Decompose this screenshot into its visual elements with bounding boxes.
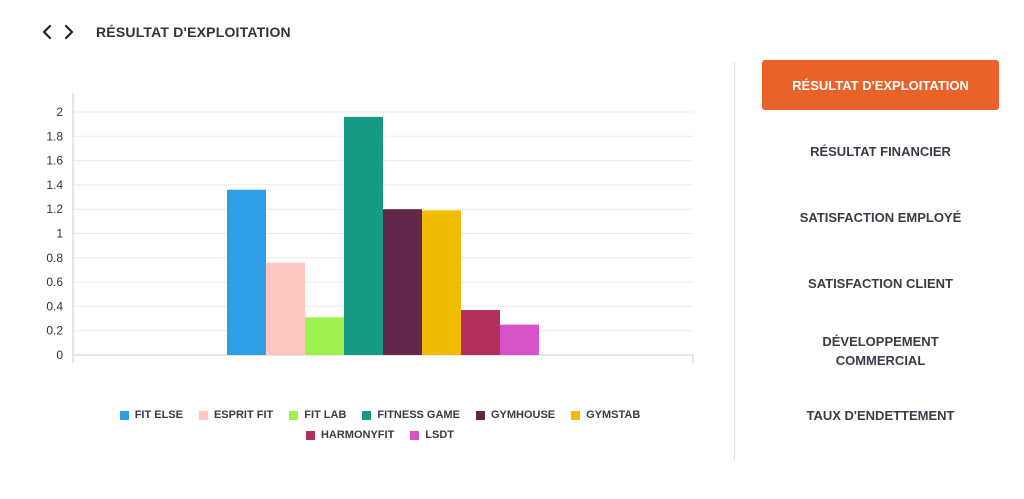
legend-label: ESPRIT FIT bbox=[213, 409, 274, 421]
legend-label: LSDT bbox=[425, 429, 455, 441]
sidebar-item-resultat-financier[interactable]: RÉSULTAT FINANCIER bbox=[810, 143, 951, 159]
legend-label: FIT ELSE bbox=[134, 409, 183, 421]
page-title: RÉSULTAT D'EXPLOITATION bbox=[96, 24, 291, 40]
sidebar-item-satisfaction-client[interactable]: SATISFACTION CLIENT bbox=[808, 275, 953, 291]
y-tick-label: 0.2 bbox=[46, 324, 63, 338]
legend-swatch bbox=[305, 430, 315, 440]
y-tick-label: 1.4 bbox=[46, 178, 63, 192]
y-tick-label: 0.4 bbox=[46, 299, 63, 313]
y-tick-label: 2 bbox=[56, 105, 63, 119]
sidebar-menu: RÉSULTAT D'EXPLOITATION RÉSULTAT FINANCIE… bbox=[762, 60, 999, 444]
bar-fitness-game bbox=[344, 116, 383, 355]
y-tick-label: 1.8 bbox=[46, 129, 63, 143]
legend-label: GYMSTAB bbox=[586, 409, 641, 421]
bar-fit-else bbox=[227, 189, 266, 355]
y-tick-label: 0.6 bbox=[46, 275, 63, 289]
bar-esprit-fit bbox=[266, 262, 305, 355]
sidebar-item-satisfaction-employe[interactable]: SATISFACTION EMPLOYÉ bbox=[799, 209, 962, 225]
bar-lsdt bbox=[500, 324, 539, 355]
legend-item-fit-lab[interactable]: FIT LAB bbox=[289, 408, 346, 422]
legend-label: GYMHOUSE bbox=[490, 409, 556, 421]
header: RÉSULTAT D'EXPLOITATION bbox=[36, 18, 291, 46]
legend-swatch bbox=[475, 410, 485, 420]
bar-harmonyfit bbox=[461, 310, 500, 355]
previous-arrow-button[interactable] bbox=[36, 18, 58, 46]
sidebar-item-developpement-commercial[interactable]: DÉVELOPPEMENT COMMERCIAL bbox=[822, 334, 939, 368]
legend-item-fitness-game[interactable]: FITNESS GAME bbox=[362, 408, 460, 422]
legend-swatch bbox=[119, 410, 129, 420]
legend-item-esprit-fit[interactable]: ESPRIT FIT bbox=[198, 408, 274, 422]
legend-label: HARMONYFIT bbox=[320, 429, 395, 441]
bar-gymhouse bbox=[383, 209, 422, 355]
next-arrow-button[interactable] bbox=[58, 18, 80, 46]
legend-swatch bbox=[198, 410, 208, 420]
y-tick-label: 1 bbox=[56, 227, 63, 241]
legend-label: FIT LAB bbox=[304, 409, 347, 421]
sidebar-item-resultat-d-exploitation[interactable]: RÉSULTAT D'EXPLOITATION bbox=[762, 60, 999, 110]
legend-item-gymstab[interactable]: GYMSTAB bbox=[571, 408, 640, 422]
vertical-divider bbox=[734, 62, 735, 460]
legend-item-lsdt[interactable]: LSDT bbox=[410, 428, 454, 442]
chevron-right-icon bbox=[64, 24, 74, 40]
chevron-left-icon bbox=[42, 24, 52, 40]
y-tick-label: 1.6 bbox=[46, 154, 63, 168]
legend-item-gymhouse[interactable]: GYMHOUSE bbox=[475, 408, 556, 422]
chart-legend: FIT ELSE ESPRIT FIT FIT LAB FITNESS GAME GYM… bbox=[60, 408, 700, 442]
legend-label: FITNESS GAME bbox=[377, 409, 460, 421]
legend-swatch bbox=[289, 410, 299, 420]
legend-swatch bbox=[571, 410, 581, 420]
bar-fit-lab bbox=[305, 317, 344, 355]
sidebar-item-taux-d-endettement[interactable]: TAUX D'ENDETTEMENT bbox=[806, 407, 955, 423]
y-tick-label: 0 bbox=[56, 348, 63, 362]
legend-item-harmonyfit[interactable]: HARMONYFIT bbox=[305, 428, 395, 442]
legend-swatch bbox=[410, 430, 420, 440]
bar-chart: 0 0.2 0.4 0.6 0.8 1 1.2 1.4 1.6 1.8 2 bbox=[46, 93, 694, 363]
bar-gymstab bbox=[422, 210, 461, 355]
legend-item-fit-else[interactable]: FIT ELSE bbox=[119, 408, 183, 422]
y-tick-label: 1.2 bbox=[46, 202, 63, 216]
legend-swatch bbox=[362, 410, 372, 420]
y-tick-label: 0.8 bbox=[46, 251, 63, 265]
